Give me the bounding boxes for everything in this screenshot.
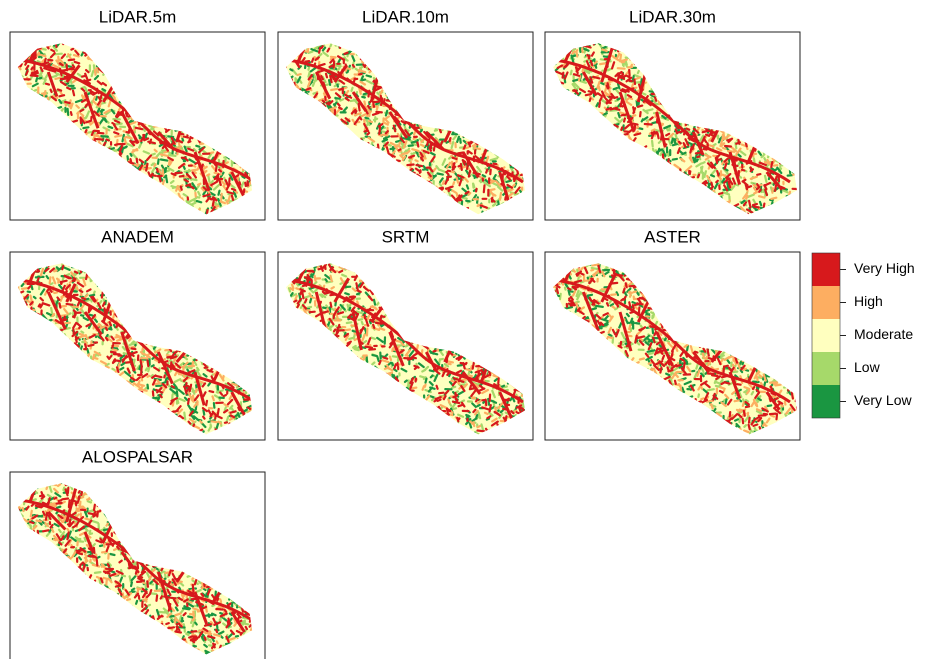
map-panel: LiDAR.10m xyxy=(272,7,538,224)
panel-title: ANADEM xyxy=(101,227,174,246)
legend-label: Moderate xyxy=(854,326,913,342)
panel-title: LiDAR.10m xyxy=(362,7,449,26)
legend-swatch xyxy=(812,319,840,352)
map-panel: ALOSPALSAR xyxy=(5,447,268,659)
panel-title: SRTM xyxy=(382,227,430,246)
map-panel: ASTER xyxy=(540,227,807,444)
page: LiDAR.5m LiDAR.10m LiDAR.30m ANADEM SRTM ASTE… xyxy=(0,0,927,659)
legend-swatch xyxy=(812,286,840,319)
map-panel: ANADEM xyxy=(6,227,268,446)
map-panel: LiDAR.5m xyxy=(7,7,268,225)
legend-swatch xyxy=(812,253,840,286)
panel-title: ASTER xyxy=(644,227,701,246)
legend-swatch xyxy=(812,352,840,385)
panel-title: LiDAR.30m xyxy=(629,7,716,26)
panel-title: ALOSPALSAR xyxy=(82,447,193,466)
legend-label: Low xyxy=(854,359,881,375)
map-panel: LiDAR.30m xyxy=(539,7,805,225)
legend-label: High xyxy=(854,293,883,309)
legend-swatch xyxy=(812,385,840,418)
panel-title: LiDAR.5m xyxy=(99,7,176,26)
legend-label: Very High xyxy=(854,260,915,276)
legend: Very High High Moderate Low Very Low xyxy=(812,253,915,418)
figure: LiDAR.5m LiDAR.10m LiDAR.30m ANADEM SRTM ASTE… xyxy=(0,0,927,659)
map-panel: SRTM xyxy=(273,227,539,445)
legend-label: Very Low xyxy=(854,392,912,408)
